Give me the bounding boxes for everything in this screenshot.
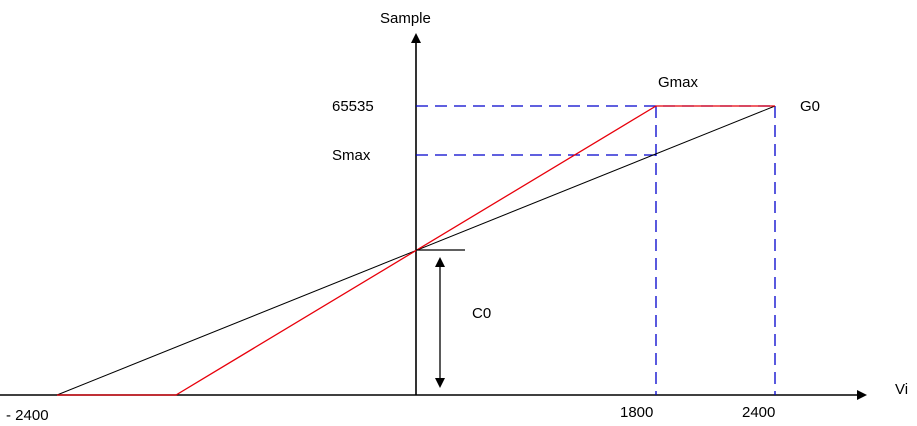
label-1800: 1800 — [620, 404, 653, 421]
label-2400: 2400 — [742, 404, 775, 421]
y-axis-label: Sample — [380, 10, 431, 27]
label-smax: Smax — [332, 147, 371, 164]
label-c0: C0 — [472, 305, 491, 322]
x-axis-label: Vi — [895, 381, 908, 398]
label-neg-2400: - 2400 — [6, 407, 49, 424]
label-gmax: Gmax — [658, 74, 699, 91]
label-g0: G0 — [800, 98, 820, 115]
guide-lines — [416, 105, 776, 395]
label-65535: 65535 — [332, 98, 374, 115]
